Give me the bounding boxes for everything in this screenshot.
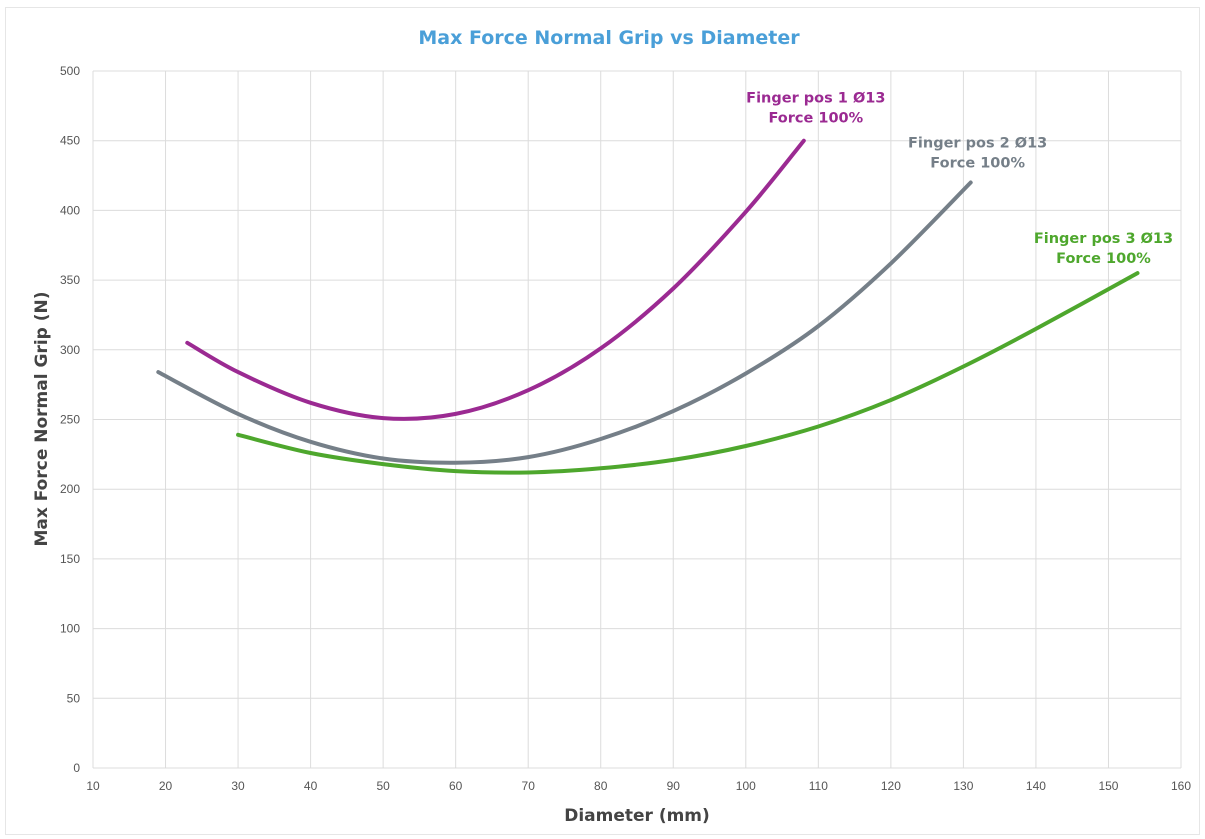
x-tick-label: 140: [1026, 779, 1046, 793]
y-tick-label: 50: [67, 691, 81, 705]
x-tick-label: 110: [809, 779, 828, 793]
series-label-3-line2: Force 100%: [1056, 251, 1151, 267]
x-tick-label: 160: [1171, 779, 1191, 793]
series-label-2-line2: Force 100%: [930, 156, 1025, 172]
y-tick-labels: 0 50 100 150 200 250 300 350 400 450 500: [60, 64, 80, 775]
y-tick-label: 300: [60, 343, 80, 357]
series-label-3-line1: Finger pos 3 Ø13: [1034, 231, 1173, 247]
y-tick-label: 200: [60, 482, 80, 496]
grid-lines: [92, 70, 1182, 769]
x-tick-label: 60: [449, 779, 463, 793]
y-tick-label: 250: [60, 413, 80, 427]
y-tick-label: 0: [73, 761, 80, 775]
series-line-2: [156, 180, 973, 465]
y-tick-label: 500: [60, 64, 80, 78]
y-tick-label: 450: [60, 134, 80, 148]
x-tick-label: 120: [881, 779, 901, 793]
x-tick-label: 30: [231, 779, 245, 793]
x-tick-label: 100: [736, 779, 756, 793]
series-label-2-line1: Finger pos 2 Ø13: [908, 136, 1047, 152]
chart-frame: [5, 7, 1200, 835]
y-axis-title: Max Force Normal Grip (N): [32, 291, 52, 546]
series-line-3: [236, 271, 1140, 475]
x-tick-label: 50: [376, 779, 390, 793]
series-label-1-line1: Finger pos 1 Ø13: [746, 91, 885, 107]
y-tick-label: 400: [60, 203, 80, 217]
x-tick-label: 40: [304, 779, 318, 793]
x-tick-label: 90: [667, 779, 681, 793]
x-tick-labels: 10 20 30 40 50 60 70 80 90 100 110 120 130 140 150 160: [86, 779, 1191, 793]
series-lines: [156, 138, 1140, 475]
x-tick-label: 20: [159, 779, 173, 793]
series-label-1-line2: Force 100%: [768, 111, 863, 127]
chart-title: Max Force Normal Grip vs Diameter: [418, 27, 800, 49]
series-labels: Finger pos 1 Ø13 Force 100% Finger pos 2 Ø…: [746, 91, 1173, 267]
series-line-1: [185, 138, 806, 421]
x-tick-label: 80: [594, 779, 608, 793]
x-tick-label: 70: [522, 779, 536, 793]
x-tick-label: 10: [86, 779, 100, 793]
x-tick-label: 150: [1098, 779, 1118, 793]
y-tick-label: 150: [60, 552, 80, 566]
x-tick-label: 130: [953, 779, 973, 793]
x-axis-title: Diameter (mm): [564, 806, 710, 826]
y-tick-label: 350: [60, 273, 80, 287]
y-tick-label: 100: [60, 622, 80, 636]
